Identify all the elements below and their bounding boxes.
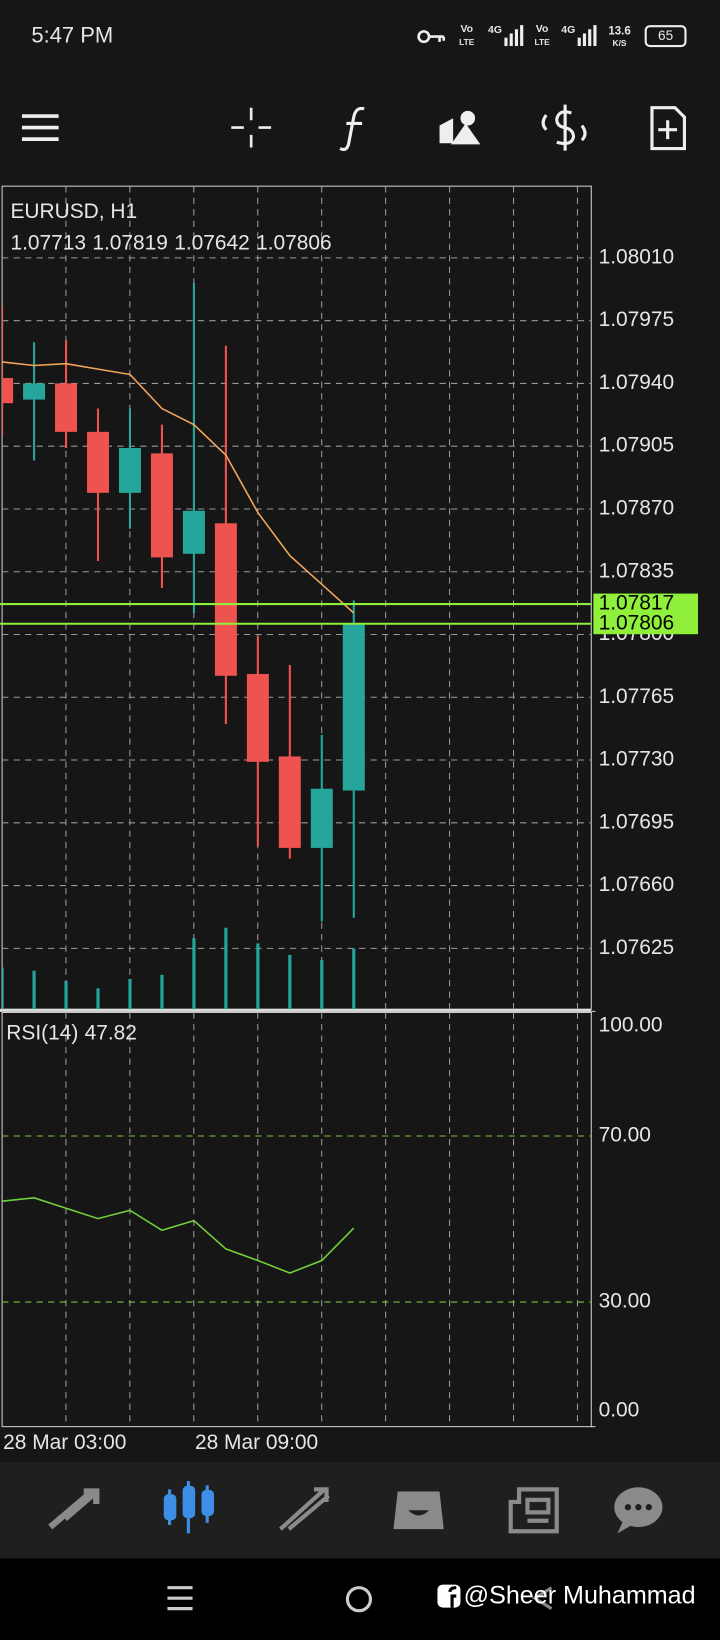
objects-button[interactable] bbox=[439, 110, 481, 145]
symbol-title: EURUSD, H1 bbox=[10, 200, 137, 223]
ohlc-close: 1.07806 bbox=[256, 231, 332, 254]
bottom-nav bbox=[0, 1462, 720, 1559]
trade-button[interactable] bbox=[541, 104, 587, 151]
y-tick-label: 1.07765 bbox=[599, 685, 675, 708]
rsi-name: RSI(14) bbox=[6, 1021, 78, 1044]
net-speed: 13.6 bbox=[608, 25, 630, 37]
ohlc-open: 1.07713 bbox=[10, 231, 86, 254]
back-button[interactable] bbox=[531, 1586, 553, 1610]
facebook-icon bbox=[437, 1584, 461, 1608]
y-tick-label: 1.07975 bbox=[599, 308, 675, 331]
candle-body bbox=[55, 383, 78, 432]
candle-body bbox=[150, 453, 173, 558]
volume-bar bbox=[96, 988, 100, 1010]
volume-bar bbox=[64, 981, 68, 1010]
candle-body bbox=[342, 623, 365, 791]
volume-bar bbox=[32, 970, 36, 1010]
volume-bar bbox=[160, 974, 164, 1010]
price-label: 1.07817 bbox=[599, 592, 675, 615]
battery-level: 65 bbox=[658, 28, 673, 43]
watermark: @Sheer Muhammad bbox=[464, 1582, 696, 1610]
rsi-value: 47.82 bbox=[85, 1021, 137, 1044]
candle-body bbox=[182, 510, 205, 554]
price-label: 1.07806 bbox=[599, 611, 675, 634]
candle-body bbox=[214, 523, 237, 676]
key-icon bbox=[417, 30, 446, 44]
news-tab[interactable] bbox=[508, 1487, 559, 1534]
y-tick-label: 1.07625 bbox=[599, 936, 675, 959]
candle-body bbox=[310, 788, 333, 848]
crosshair-button[interactable] bbox=[231, 107, 272, 148]
indicator-pane bbox=[1, 1011, 592, 1428]
network-label: LTE bbox=[535, 37, 551, 47]
x-tick-label: 28 Mar 03:00 bbox=[3, 1431, 126, 1454]
recents-button[interactable] bbox=[167, 1586, 193, 1611]
battery bbox=[644, 25, 687, 48]
signal-bars bbox=[577, 25, 597, 47]
network-label: LTE bbox=[459, 37, 475, 47]
price-label-bg bbox=[593, 613, 699, 635]
volume-bar bbox=[128, 978, 132, 1010]
y-tick-label: 1.07660 bbox=[599, 873, 675, 896]
volume-bar bbox=[2, 967, 4, 1010]
volume-bar bbox=[192, 938, 196, 1010]
price-label-bg bbox=[593, 593, 699, 615]
volume-bar bbox=[288, 954, 292, 1010]
y-tick-label: 30.00 bbox=[599, 1290, 651, 1313]
y-tick-label: 1.07940 bbox=[599, 371, 675, 394]
network-label: Vo bbox=[460, 24, 473, 35]
y-tick-label: 1.07870 bbox=[599, 497, 675, 520]
ohlc-header: 1.07713 1.07819 1.07642 1.07806 bbox=[10, 231, 331, 254]
candle-body bbox=[118, 447, 141, 493]
y-tick-label: 0.00 bbox=[599, 1398, 640, 1421]
history-tab[interactable] bbox=[393, 1491, 444, 1530]
candle-body bbox=[246, 673, 269, 762]
y-tick-label: 1.07835 bbox=[599, 559, 675, 582]
volume-bar bbox=[256, 943, 260, 1010]
y-tick-label: 1.07905 bbox=[599, 434, 675, 457]
rsi-line bbox=[2, 1197, 355, 1274]
quotes-tab[interactable] bbox=[48, 1488, 100, 1530]
candle-body bbox=[278, 756, 301, 848]
y-tick-label: 1.07730 bbox=[599, 748, 675, 771]
messages-tab[interactable] bbox=[614, 1487, 663, 1534]
y-tick-label: 1.08010 bbox=[599, 245, 675, 268]
chart-tab[interactable] bbox=[163, 1481, 215, 1534]
candle-body bbox=[87, 431, 109, 493]
ohlc-low: 1.07642 bbox=[174, 231, 250, 254]
moving-average bbox=[2, 361, 355, 614]
new-order-button[interactable] bbox=[650, 106, 686, 151]
ohlc-high: 1.07819 bbox=[92, 231, 168, 254]
volume-bar bbox=[224, 927, 228, 1010]
y-tick-label: 1.07695 bbox=[599, 810, 675, 833]
volume-bar bbox=[320, 960, 324, 1010]
system-nav bbox=[0, 1558, 720, 1640]
menu-button[interactable] bbox=[21, 114, 59, 141]
candle-body bbox=[23, 383, 46, 400]
network-label: 4G bbox=[561, 25, 575, 36]
facebook-glyph bbox=[448, 1586, 457, 1608]
indicators-button[interactable] bbox=[339, 106, 365, 152]
home-button[interactable] bbox=[345, 1586, 373, 1613]
net-speed-unit: K/S bbox=[613, 38, 627, 48]
x-tick-label: 28 Mar 09:00 bbox=[195, 1431, 318, 1454]
network-label: 4G bbox=[488, 25, 502, 36]
clock: 5:47 PM bbox=[31, 22, 113, 47]
volume-bar bbox=[352, 948, 356, 1010]
network-label: Vo bbox=[536, 24, 549, 35]
y-tick-label: 70.00 bbox=[599, 1124, 651, 1147]
signal-bars bbox=[504, 25, 524, 47]
candle-body bbox=[2, 378, 14, 404]
y-tick-label: 100.00 bbox=[599, 1014, 663, 1037]
rsi-title: RSI(14) 47.82 bbox=[6, 1021, 137, 1044]
trade-tab[interactable] bbox=[279, 1487, 330, 1531]
